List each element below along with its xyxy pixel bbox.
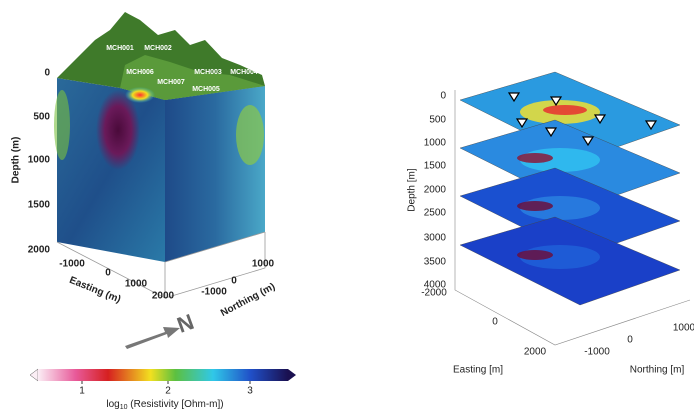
anomaly — [125, 87, 155, 103]
easting-tick-label: 2000 — [152, 291, 175, 302]
well-label: MCH001 — [106, 45, 134, 52]
well-label: MCH002 — [144, 45, 172, 52]
depth-tick-label: 0 — [440, 91, 446, 102]
depth-tick-label: 500 — [429, 115, 446, 126]
northing-tick-label: 0 — [231, 276, 237, 287]
axis-label: Easting [m] — [453, 365, 503, 376]
depth-tick-label: 0 — [44, 68, 50, 79]
depth-tick-label: 2000 — [28, 245, 51, 256]
colorbar-tick-label: 2 — [165, 386, 171, 397]
easting-tick-label: -2000 — [421, 288, 447, 299]
north-arrow — [125, 327, 180, 349]
depth-tick-label: 2000 — [424, 185, 447, 196]
depth-tick-label: 3000 — [424, 233, 447, 244]
colorbar-tick-label: 3 — [247, 386, 253, 397]
depth-slices — [455, 72, 690, 345]
slice-patch — [543, 105, 587, 115]
colorbar-label-part: log — [106, 399, 119, 410]
depth-tick-label: 1500 — [424, 161, 447, 172]
colorbar-label-part: (Resistivity [Ohm-m]) — [128, 399, 224, 410]
northing-tick-label: 0 — [627, 335, 633, 346]
northing-tick-label: -1000 — [201, 287, 227, 298]
slice-patch — [517, 153, 553, 163]
figure: 0500100015002000Depth (m)-1000010002000E… — [0, 0, 694, 411]
well-label: MCH007 — [157, 79, 185, 86]
northing-tick-label: 1000 — [673, 323, 694, 334]
easting-tick-label: 1000 — [125, 279, 148, 290]
colorbar-label-part: 10 — [120, 404, 128, 411]
anomaly — [54, 90, 70, 160]
depth-tick-label: 3500 — [424, 257, 447, 268]
northing-tick-label: 1000 — [252, 259, 275, 270]
axis-label: Easting (m) — [68, 275, 123, 306]
colorbar-label: log10 (Resistivity [Ohm-m]) — [106, 399, 223, 411]
easting-tick-label: 0 — [492, 317, 498, 328]
well-label: MCH005 — [192, 86, 220, 93]
depth-tick-label: 1000 — [424, 138, 447, 149]
depth-tick-label: 1500 — [28, 200, 51, 211]
depth-tick-label: 2500 — [424, 208, 447, 219]
axis-label: Northing (m) — [219, 281, 277, 319]
well-label: MCH003 — [194, 69, 222, 76]
well-label: MCH006 — [126, 69, 154, 76]
easting-tick-label: 0 — [105, 268, 111, 279]
slice-patch — [517, 250, 553, 260]
colorbar-end — [288, 369, 296, 381]
colorbar-end — [30, 369, 38, 381]
colorbar-fill — [38, 369, 288, 381]
colorbar-tick-label: 1 — [79, 386, 85, 397]
axis-label: Depth (m) — [11, 137, 22, 184]
depth-tick-label: 500 — [33, 112, 50, 123]
anomaly — [236, 105, 264, 165]
slice-patch — [517, 201, 553, 211]
well-label: MCH004 — [230, 69, 258, 76]
depth-tick-label: 1000 — [28, 155, 51, 166]
axis-label: Depth [m] — [407, 168, 418, 212]
easting-tick-label: -1000 — [59, 259, 85, 270]
colorbar — [30, 369, 296, 381]
easting-tick-label: 2000 — [524, 347, 547, 358]
northing-tick-label: -1000 — [584, 347, 610, 358]
axis-label: Northing [m] — [630, 365, 685, 376]
north-label: N — [174, 309, 197, 338]
